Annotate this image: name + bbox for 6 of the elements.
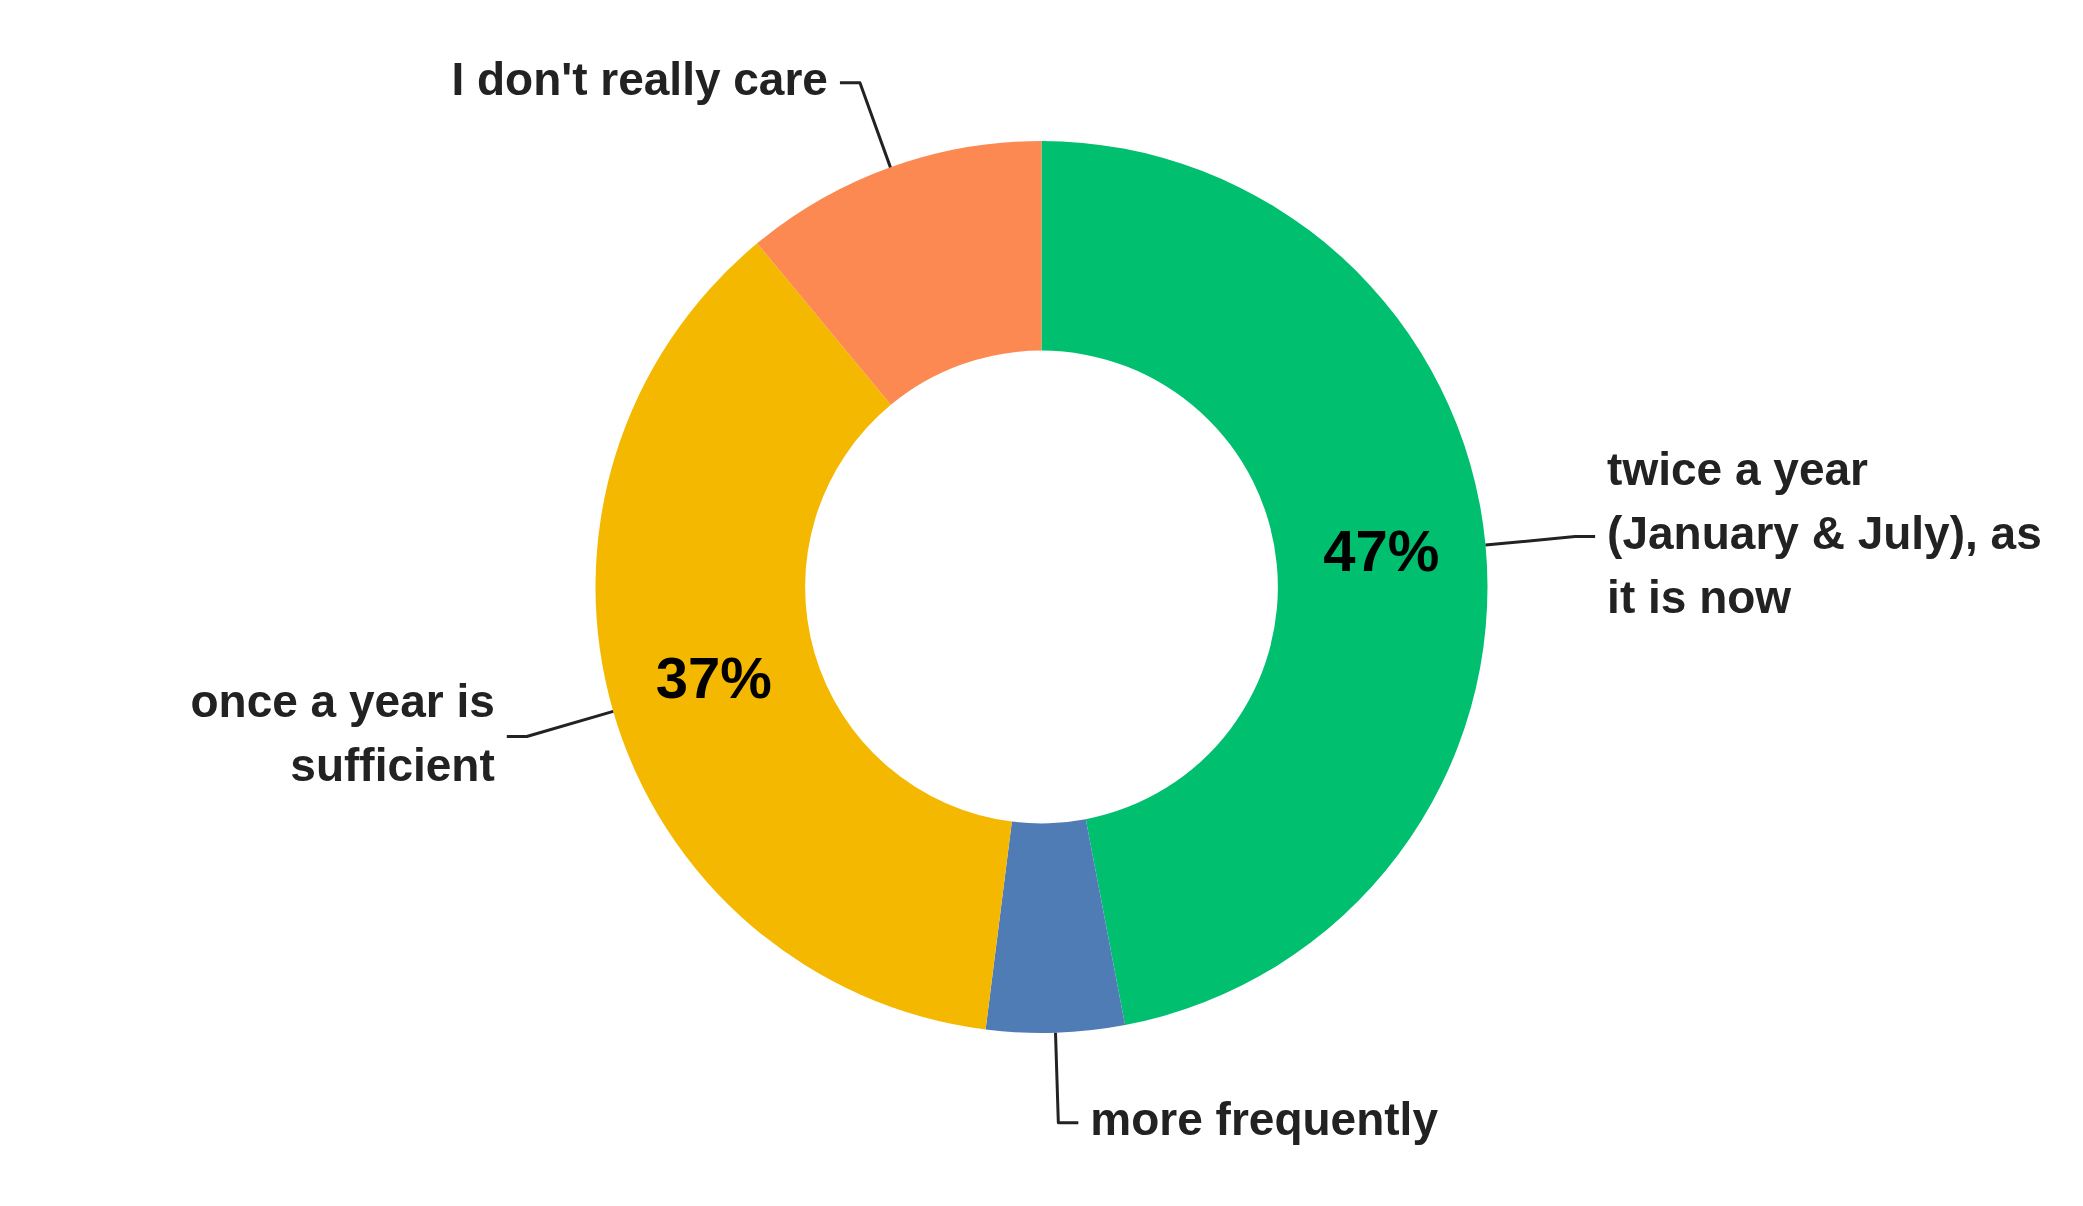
slice-label: once a year is sufficient	[190, 675, 495, 792]
slice-label: twice a year (January & July), as it is now	[1607, 443, 2042, 624]
data-label: 47%	[1323, 517, 1440, 583]
slice-label: I don't really care	[451, 53, 828, 106]
slice-label: more frequently	[1090, 1093, 1439, 1146]
data-label: 37%	[655, 645, 772, 711]
